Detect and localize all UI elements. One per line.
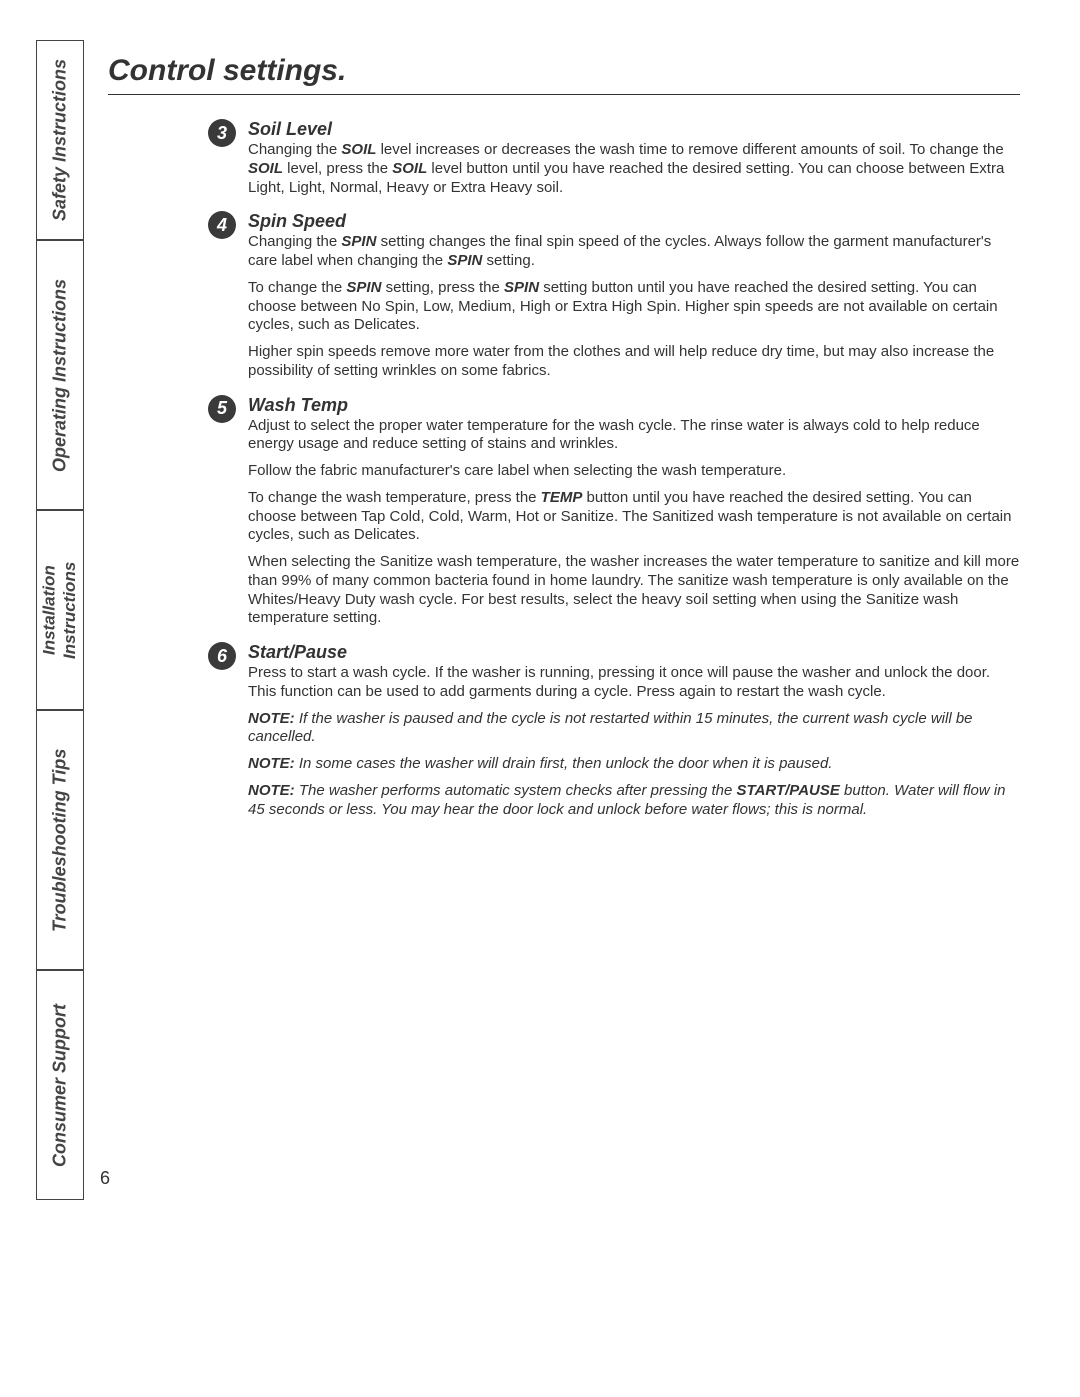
section-title: Start/Pause — [248, 642, 1020, 663]
page-title: Control settings. — [108, 54, 1020, 95]
section: 6 Start/PausePress to start a wash cycle.… — [208, 642, 1020, 819]
section-badge: 6 — [208, 642, 236, 670]
badge-number: 6 — [208, 642, 236, 670]
paragraph: Changing the SOIL level increases or dec… — [248, 141, 1020, 197]
badge-spacer — [108, 211, 208, 394]
paragraph: Follow the fabric manufacturer's care la… — [248, 462, 1020, 481]
section-text: Press to start a wash cycle. If the wash… — [248, 664, 1020, 819]
tab-installation[interactable]: InstallationInstructions — [36, 510, 84, 710]
paragraph: Adjust to select the proper water temper… — [248, 417, 1020, 455]
tab-installation-label: InstallationInstructions — [40, 561, 81, 658]
badge-spacer — [108, 395, 208, 643]
section-text: Adjust to select the proper water temper… — [248, 417, 1020, 629]
section-body: Soil LevelChanging the SOIL level increa… — [248, 119, 1020, 197]
section-badge: 4 — [208, 211, 236, 239]
section: 4 Spin SpeedChanging the SPIN setting cha… — [208, 211, 1020, 380]
paragraph: To change the wash temperature, press th… — [248, 489, 1020, 545]
section-badge: 5 — [208, 395, 236, 423]
page-number: 6 — [100, 1168, 110, 1189]
paragraph: NOTE: In some cases the washer will drai… — [248, 755, 1020, 774]
badge-spacer — [108, 642, 208, 833]
section: 5 Wash TempAdjust to select the proper wa… — [208, 395, 1020, 629]
section-text: Changing the SPIN setting changes the fi… — [248, 233, 1020, 380]
side-tabs: Safety Instructions Operating Instructio… — [36, 40, 84, 1200]
section-title: Soil Level — [248, 119, 1020, 140]
paragraph: NOTE: If the washer is paused and the cy… — [248, 710, 1020, 748]
section-body: Wash TempAdjust to select the proper wat… — [248, 395, 1020, 629]
section-row: 5 Wash TempAdjust to select the proper wa… — [108, 395, 1020, 643]
paragraph: Press to start a wash cycle. If the wash… — [248, 664, 1020, 702]
content-area: Control settings. 3Soil LevelChanging th… — [108, 54, 1020, 833]
paragraph: Higher spin speeds remove more water fro… — [248, 343, 1020, 381]
section-row: 6 Start/PausePress to start a wash cycle.… — [108, 642, 1020, 833]
section-body: Spin SpeedChanging the SPIN setting chan… — [248, 211, 1020, 380]
paragraph: To change the SPIN setting, press the SP… — [248, 279, 1020, 335]
section-title: Wash Temp — [248, 395, 1020, 416]
page: Safety Instructions Operating Instructio… — [0, 0, 1080, 1397]
section: 3 Soil LevelChanging the SOIL level incre… — [208, 119, 1020, 197]
tab-troubleshooting[interactable]: Troubleshooting Tips — [36, 710, 84, 970]
badge-number: 3 — [208, 119, 236, 147]
sections-container: 3 Soil LevelChanging the SOIL level incre… — [108, 119, 1020, 833]
badge-number: 4 — [208, 211, 236, 239]
paragraph: NOTE: The washer performs automatic syst… — [248, 782, 1020, 820]
section-body: Start/PausePress to start a wash cycle. … — [248, 642, 1020, 819]
tab-operating[interactable]: Operating Instructions — [36, 240, 84, 510]
section-text: Changing the SOIL level increases or dec… — [248, 141, 1020, 197]
tab-consumer-support[interactable]: Consumer Support — [36, 970, 84, 1200]
section-badge: 3 — [208, 119, 236, 147]
section-row: 4 Spin SpeedChanging the SPIN setting cha… — [108, 211, 1020, 394]
tab-safety[interactable]: Safety Instructions — [36, 40, 84, 240]
section-row: 3 Soil LevelChanging the SOIL level incre… — [108, 119, 1020, 211]
paragraph: Changing the SPIN setting changes the fi… — [248, 233, 1020, 271]
paragraph: When selecting the Sanitize wash tempera… — [248, 553, 1020, 628]
badge-number: 5 — [208, 395, 236, 423]
badge-spacer — [108, 119, 208, 211]
section-title: Spin Speed — [248, 211, 1020, 232]
